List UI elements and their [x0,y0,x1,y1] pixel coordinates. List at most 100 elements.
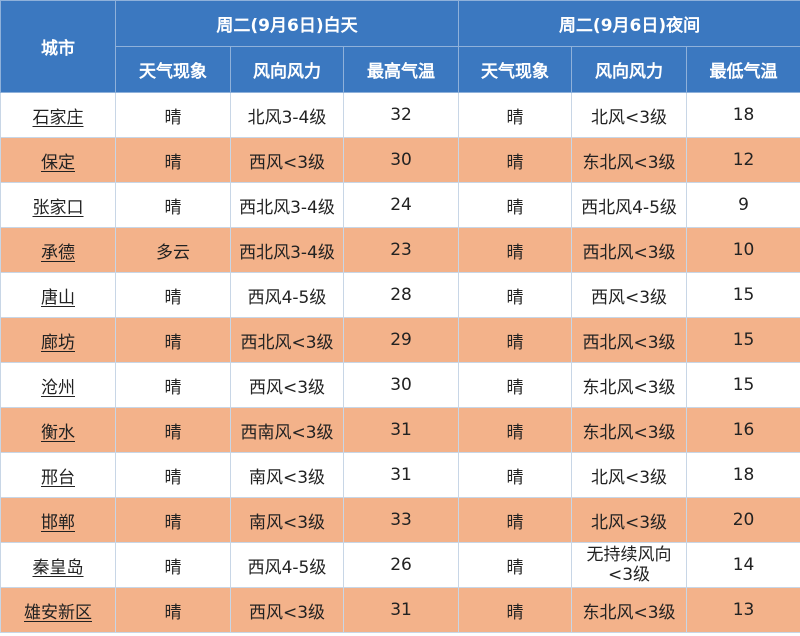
night-wind-cell: 北风<3级 [571,497,688,543]
night-weather-cell: 晴 [458,542,573,588]
day-weather-cell: 晴 [115,137,231,183]
high-temp-cell: 31 [342,407,460,453]
day-wind-cell: 西风4-5级 [230,542,344,588]
day-wind-cell: 西风<3级 [230,137,344,183]
low-temp-cell: 14 [686,542,800,588]
night-wind-cell: 东北风<3级 [571,362,688,408]
day-wind-cell: 西风4-5级 [230,272,344,318]
city-link[interactable]: 保定 [0,137,116,183]
day-wind-cell: 南风<3级 [230,497,344,543]
low-temp-cell: 13 [686,587,800,633]
day-wind-cell: 西北风<3级 [230,317,344,363]
night-weather-cell: 晴 [458,452,573,498]
night-weather-cell: 晴 [458,182,573,228]
night-weather-cell: 晴 [458,407,573,453]
day-weather-cell: 多云 [115,227,231,273]
high-temp-cell: 29 [342,317,460,363]
header-row-top: 城市 周二(9月6日)白天 周二(9月6日)夜间 [0,0,800,93]
day-wind-cell: 南风<3级 [230,452,344,498]
day-wind-cell: 西风<3级 [230,587,344,633]
day-weather-cell: 晴 [115,362,231,408]
table-row: 廊坊 晴 西北风<3级 29 晴 西北风<3级 15 [0,317,800,363]
night-weather-cell: 晴 [458,587,573,633]
table-row: 秦皇岛 晴 西风4-5级 26 晴 无持续风向 <3级 14 [0,542,800,588]
day-wind-cell: 西南风<3级 [230,407,344,453]
table-row: 保定 晴 西风<3级 30 晴 东北风<3级 12 [0,137,800,183]
day-wind-cell: 西北风3-4级 [230,182,344,228]
high-temp-cell: 24 [342,182,460,228]
night-wind-cell: 东北风<3级 [571,407,688,453]
night-weather-cell: 晴 [458,227,573,273]
night-wind-cell: 西风<3级 [571,272,688,318]
day-wind-cell: 北风3-4级 [230,92,344,138]
low-temp-cell: 18 [686,92,800,138]
night-wind-cell: 西北风4-5级 [571,182,688,228]
city-link[interactable]: 邯郸 [0,497,116,543]
day-weather-cell: 晴 [115,272,231,318]
night-weather-cell: 晴 [458,497,573,543]
table-row: 邢台 晴 南风<3级 31 晴 北风<3级 18 [0,452,800,498]
high-temp-cell: 31 [342,452,460,498]
night-weather-cell: 晴 [458,92,573,138]
night-wind-line2: <3级 [608,565,651,585]
city-link[interactable]: 张家口 [0,182,116,228]
day-weather-cell: 晴 [115,317,231,363]
day-weather-cell: 晴 [115,182,231,228]
high-temp-header: 最高气温 [342,46,460,93]
city-link[interactable]: 承德 [0,227,116,273]
night-wind-cell: 西北风<3级 [571,227,688,273]
night-wind-line1: 无持续风向 [586,545,672,565]
high-temp-cell: 28 [342,272,460,318]
city-link[interactable]: 雄安新区 [0,587,116,633]
night-weather-cell: 晴 [458,317,573,363]
table-row: 唐山 晴 西风4-5级 28 晴 西风<3级 15 [0,272,800,318]
header-row-columns: 天气现象 风向风力 最高气温 天气现象 风向风力 最低气温 [1,46,800,93]
day-weather-cell: 晴 [115,92,231,138]
city-link[interactable]: 沧州 [0,362,116,408]
city-link[interactable]: 石家庄 [0,92,116,138]
table-row: 沧州 晴 西风<3级 30 晴 东北风<3级 15 [0,362,800,408]
low-temp-cell: 12 [686,137,800,183]
city-link[interactable]: 衡水 [0,407,116,453]
high-temp-cell: 30 [342,137,460,183]
high-temp-cell: 32 [342,92,460,138]
low-temp-cell: 15 [686,272,800,318]
night-weather-cell: 晴 [458,272,573,318]
city-header: 城市 [0,0,116,93]
table-row: 张家口 晴 西北风3-4级 24 晴 西北风4-5级 9 [0,182,800,228]
low-temp-cell: 10 [686,227,800,273]
city-link[interactable]: 廊坊 [0,317,116,363]
table-row: 邯郸 晴 南风<3级 33 晴 北风<3级 20 [0,497,800,543]
low-temp-cell: 9 [686,182,800,228]
city-link[interactable]: 邢台 [0,452,116,498]
night-wind-cell: 北风<3级 [571,92,688,138]
night-wind-cell: 东北风<3级 [571,137,688,183]
day-wind-header: 风向风力 [230,46,344,93]
high-temp-cell: 30 [342,362,460,408]
night-wind-cell: 无持续风向 <3级 [571,542,688,588]
low-temp-cell: 18 [686,452,800,498]
night-weather-header: 天气现象 [458,46,573,93]
night-weather-cell: 晴 [458,362,573,408]
night-weather-cell: 晴 [458,137,573,183]
table-row: 承德 多云 西北风3-4级 23 晴 西北风<3级 10 [0,227,800,273]
city-link[interactable]: 唐山 [0,272,116,318]
table-row: 衡水 晴 西南风<3级 31 晴 东北风<3级 16 [0,407,800,453]
city-link[interactable]: 秦皇岛 [0,542,116,588]
low-temp-cell: 16 [686,407,800,453]
low-temp-header: 最低气温 [686,46,800,93]
day-group-header: 周二(9月6日)白天 [114,0,460,47]
day-weather-header: 天气现象 [115,46,231,93]
night-wind-header: 风向风力 [571,46,688,93]
high-temp-cell: 31 [342,587,460,633]
day-wind-cell: 西风<3级 [230,362,344,408]
night-group-header: 周二(9月6日)夜间 [458,0,800,47]
high-temp-cell: 23 [342,227,460,273]
low-temp-cell: 20 [686,497,800,543]
day-wind-cell: 西北风3-4级 [230,227,344,273]
night-wind-cell: 北风<3级 [571,452,688,498]
high-temp-cell: 33 [342,497,460,543]
low-temp-cell: 15 [686,317,800,363]
high-temp-cell: 26 [342,542,460,588]
